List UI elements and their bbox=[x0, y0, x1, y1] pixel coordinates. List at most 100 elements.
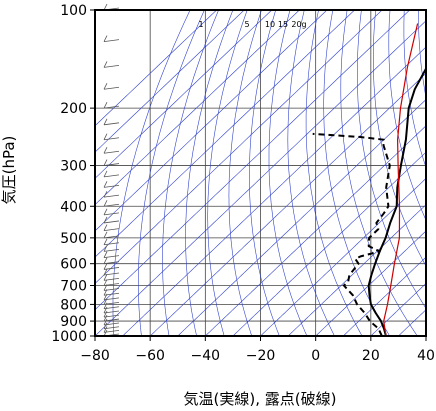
isotherm-line bbox=[315, 230, 426, 336]
y-tick-label: 300 bbox=[60, 159, 87, 175]
x-tick-labels: −80 −60 −40 −20 0 20 40 bbox=[80, 336, 435, 364]
dry-adiabat-line bbox=[268, 10, 308, 336]
wind-barb-flag bbox=[103, 279, 108, 286]
wind-barb-flag bbox=[103, 101, 108, 109]
isotherm-line bbox=[398, 309, 426, 336]
wind-barb bbox=[103, 163, 120, 166]
x-tick-label: −40 bbox=[191, 348, 221, 364]
isotherm-line bbox=[122, 46, 426, 336]
isotherm-line bbox=[205, 125, 426, 336]
dry-adiabat-line bbox=[287, 10, 335, 336]
chart-grid bbox=[95, 10, 426, 336]
wind-barb-flag bbox=[103, 257, 108, 264]
wind-barb bbox=[103, 314, 120, 318]
wind-barb bbox=[103, 242, 120, 246]
isotherm-line bbox=[149, 72, 426, 336]
y-tick-label: 600 bbox=[60, 257, 87, 273]
y-tick-label: 800 bbox=[60, 297, 87, 313]
wind-barb-flag bbox=[103, 314, 108, 322]
wind-barb bbox=[103, 261, 120, 265]
wind-barb-flag bbox=[103, 83, 108, 90]
wind-barbs bbox=[103, 3, 120, 337]
wind-barb bbox=[103, 330, 120, 333]
y-tick-label: 700 bbox=[60, 279, 87, 295]
y-tick-label: 900 bbox=[60, 314, 87, 330]
mixing-ratio-label: 20g bbox=[291, 20, 306, 29]
wind-barb-flag bbox=[103, 216, 108, 224]
y-tick-label: 1000 bbox=[51, 329, 87, 345]
x-tick-label: −20 bbox=[246, 348, 276, 364]
isotherm-line bbox=[287, 204, 426, 336]
mixing-ratio-label: 10 bbox=[265, 20, 275, 29]
wind-barb-flag bbox=[103, 322, 108, 329]
y-tick-label: 500 bbox=[60, 231, 87, 247]
y-tick-label: 100 bbox=[60, 3, 87, 19]
isotherm-line bbox=[343, 256, 426, 336]
x-tick-label: −60 bbox=[135, 348, 165, 364]
isotherm-line bbox=[260, 177, 426, 336]
wind-barb-flag bbox=[103, 133, 108, 140]
wind-barb-flag bbox=[103, 159, 108, 166]
parcel-line bbox=[383, 23, 419, 336]
wind-barb bbox=[103, 310, 120, 314]
x-tick-label: 40 bbox=[417, 348, 435, 364]
y-axis-label: 気圧(hPa) bbox=[0, 136, 18, 205]
isotherm-line bbox=[425, 335, 426, 336]
wind-barb bbox=[103, 174, 120, 178]
dry-adiabat-line bbox=[403, 10, 426, 169]
wind-barb-flag bbox=[103, 274, 108, 281]
wind-barb-flag bbox=[103, 245, 108, 252]
x-tick-label: 20 bbox=[362, 348, 380, 364]
wind-barb bbox=[103, 302, 120, 305]
dry-adiabat-line bbox=[340, 10, 418, 336]
isotherm-line bbox=[95, 10, 410, 311]
wind-barb-flag bbox=[103, 326, 108, 333]
x-axis-label: 気温(実線), 露点(破線) bbox=[184, 390, 337, 408]
wind-barb-flag bbox=[103, 224, 108, 231]
wind-barb-flag bbox=[103, 200, 108, 207]
wind-barb-flag bbox=[103, 190, 108, 198]
mixing-ratio-label: 5 bbox=[244, 20, 249, 29]
wind-barb bbox=[103, 228, 120, 231]
mixing-ratio-label: 1 bbox=[198, 20, 203, 29]
isotherm-line bbox=[95, 10, 355, 258]
wind-barb bbox=[103, 322, 120, 326]
wind-barb bbox=[103, 283, 120, 286]
wind-barb bbox=[103, 306, 120, 310]
wind-barb bbox=[103, 105, 120, 109]
wind-barb bbox=[103, 194, 120, 198]
isotherm-line bbox=[370, 283, 426, 336]
isotherm-line bbox=[95, 10, 300, 206]
wind-barb-flag bbox=[103, 231, 108, 239]
wind-barb bbox=[103, 86, 120, 90]
temperature-line bbox=[367, 65, 426, 336]
wind-barb-flag bbox=[103, 61, 108, 68]
wind-barb bbox=[103, 220, 120, 224]
y-tick-label: 400 bbox=[60, 199, 87, 215]
wind-barb bbox=[103, 235, 120, 239]
dry-adiabat-line bbox=[357, 10, 426, 309]
wind-barb bbox=[103, 203, 120, 207]
isotherm-line bbox=[177, 99, 426, 336]
y-tick-label: 200 bbox=[60, 101, 87, 117]
wind-barb-flag bbox=[103, 208, 108, 216]
dry-adiabat-line bbox=[418, 10, 426, 99]
wind-barb bbox=[103, 137, 120, 141]
dry-adiabat-line bbox=[323, 10, 390, 336]
series-lines bbox=[312, 23, 426, 336]
wind-barb-flag bbox=[103, 310, 108, 318]
wind-barb bbox=[103, 212, 120, 216]
x-tick-label: −80 bbox=[80, 348, 110, 364]
wind-barb bbox=[103, 326, 120, 330]
wind-barb bbox=[103, 39, 120, 42]
wind-barb bbox=[103, 272, 120, 276]
mixing-ratio-label: 15 bbox=[278, 20, 288, 29]
dry-adiabat-line bbox=[185, 10, 234, 336]
wind-barb bbox=[103, 297, 120, 301]
dewpoint-line bbox=[312, 132, 391, 336]
dry-adiabat-line bbox=[228, 10, 262, 336]
wind-barb-flag bbox=[103, 251, 108, 258]
isotherm-line bbox=[95, 10, 245, 153]
